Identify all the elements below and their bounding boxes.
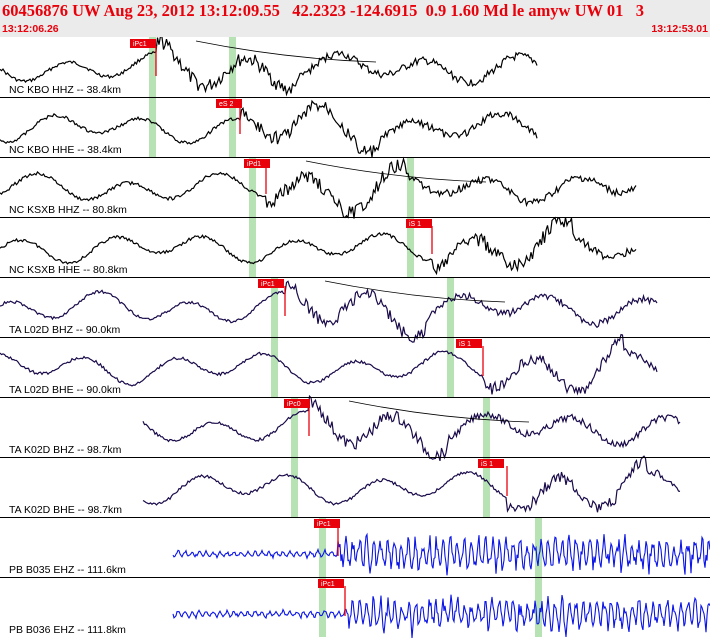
pick-flag[interactable]: iPc1 bbox=[130, 39, 156, 48]
trace-panel: iS 1 NC KSXB HHE -- 80.8km bbox=[0, 216, 710, 277]
trace-label: TA K02D BHE -- 98.7km bbox=[9, 504, 122, 516]
pick-label: iPc1 bbox=[317, 521, 331, 528]
pick-flag[interactable]: iPd1 bbox=[244, 159, 270, 168]
trace-panel: iS 1 TA K02D BHE -- 98.7km bbox=[0, 455, 710, 517]
trace-panel: iPd1 NC KSXB HHZ -- 80.8km bbox=[0, 156, 710, 219]
pick-label: iPd1 bbox=[247, 161, 261, 168]
pick-label: iS 1 bbox=[409, 221, 421, 228]
trace-label: TA L02D BHE -- 90.0km bbox=[9, 384, 121, 396]
seismogram-plot: iPc1 NC KBO HHZ -- 38.4km eS 2 NC KBO HHE -… bbox=[0, 37, 710, 638]
s-arrival-band bbox=[407, 157, 414, 217]
trace-label: TA K02D BHZ -- 98.7km bbox=[9, 444, 122, 456]
pick-label: iPc1 bbox=[321, 581, 335, 588]
p-arrival-band bbox=[149, 97, 156, 157]
s-arrival-band bbox=[535, 577, 542, 637]
end-time: 13:12:53.01 bbox=[651, 23, 708, 35]
waveform-trace bbox=[0, 156, 637, 219]
coda-fit-curve bbox=[348, 400, 530, 423]
start-time: 13:12:06.26 bbox=[2, 23, 59, 35]
pick-flag[interactable]: iPc1 bbox=[258, 279, 284, 288]
pick-flag[interactable]: iPc1 bbox=[318, 579, 344, 588]
trace-label: TA L02D BHZ -- 90.0km bbox=[9, 324, 121, 336]
s-arrival-band bbox=[535, 517, 542, 577]
waveform-trace bbox=[172, 594, 710, 638]
s-arrival-band bbox=[229, 37, 236, 97]
waveform-trace bbox=[142, 394, 681, 461]
header-bar: 60456876 UW Aug 23, 2012 13:12:09.55 42.… bbox=[0, 0, 710, 37]
waveform-trace bbox=[172, 532, 710, 576]
p-arrival-band bbox=[319, 577, 326, 637]
waveform-trace bbox=[0, 216, 637, 276]
p-arrival-band bbox=[149, 37, 156, 97]
waveform-trace bbox=[0, 37, 538, 97]
trace-panel: eS 2 NC KBO HHE -- 38.4km bbox=[0, 97, 710, 158]
trace-label: NC KSXB HHZ -- 80.8km bbox=[9, 204, 127, 216]
pick-label: iPc1 bbox=[133, 41, 147, 48]
pick-flag[interactable]: iS 1 bbox=[406, 219, 432, 228]
pick-flag[interactable]: eS 2 bbox=[216, 99, 242, 108]
s-arrival-band bbox=[447, 277, 454, 337]
p-arrival-band bbox=[291, 397, 298, 457]
trace-label: NC KBO HHZ -- 38.4km bbox=[9, 84, 121, 96]
trace-label: NC KBO HHE -- 38.4km bbox=[9, 144, 122, 156]
pick-flag[interactable]: iPc1 bbox=[314, 519, 340, 528]
coda-fit-curve bbox=[324, 280, 506, 303]
p-arrival-band bbox=[249, 217, 256, 277]
waveform-trace bbox=[0, 99, 538, 158]
trace-panel: iS 1 TA L02D BHE -- 90.0km bbox=[0, 333, 710, 397]
pick-label: iPc0 bbox=[287, 401, 301, 408]
trace-label: PB B035 EHZ -- 111.6km bbox=[9, 564, 126, 576]
pick-label: iPc1 bbox=[261, 281, 275, 288]
p-arrival-band bbox=[249, 157, 256, 217]
trace-panel: iPc1 TA L02D BHZ -- 90.0km bbox=[0, 277, 710, 343]
pick-flag[interactable]: iS 1 bbox=[478, 459, 504, 468]
p-arrival-band bbox=[271, 277, 278, 337]
waveform-trace bbox=[0, 280, 658, 343]
trace-panel: iPc1 NC KBO HHZ -- 38.4km bbox=[0, 37, 538, 97]
s-arrival-band bbox=[407, 217, 414, 277]
waveform-trace bbox=[142, 455, 681, 513]
p-arrival-band bbox=[271, 337, 278, 397]
pick-label: iS 1 bbox=[459, 341, 471, 348]
trace-panel: iPc0 TA K02D BHZ -- 98.7km bbox=[0, 394, 710, 461]
s-arrival-band bbox=[447, 337, 454, 397]
p-arrival-band bbox=[291, 457, 298, 517]
s-arrival-band bbox=[229, 97, 236, 157]
s-arrival-band bbox=[483, 457, 490, 517]
trace-panel: iPc1 PB B035 EHZ -- 111.6km bbox=[0, 517, 710, 577]
s-arrival-band bbox=[483, 397, 490, 457]
trace-label: PB B036 EHZ -- 111.8km bbox=[9, 624, 126, 636]
coda-fit-curve bbox=[195, 40, 377, 63]
pick-label: eS 2 bbox=[219, 101, 234, 108]
waveform-trace bbox=[0, 333, 658, 396]
trace-label: NC KSXB HHE -- 80.8km bbox=[9, 264, 128, 276]
pick-label: iS 1 bbox=[481, 461, 493, 468]
pick-flag[interactable]: iS 1 bbox=[456, 339, 482, 348]
event-title: 60456876 UW Aug 23, 2012 13:12:09.55 42.… bbox=[2, 1, 644, 20]
coda-fit-curve bbox=[305, 160, 487, 183]
trace-panel: iPc1 PB B036 EHZ -- 111.8km bbox=[0, 577, 710, 638]
pick-flag[interactable]: iPc0 bbox=[284, 399, 310, 408]
p-arrival-band bbox=[319, 517, 326, 577]
